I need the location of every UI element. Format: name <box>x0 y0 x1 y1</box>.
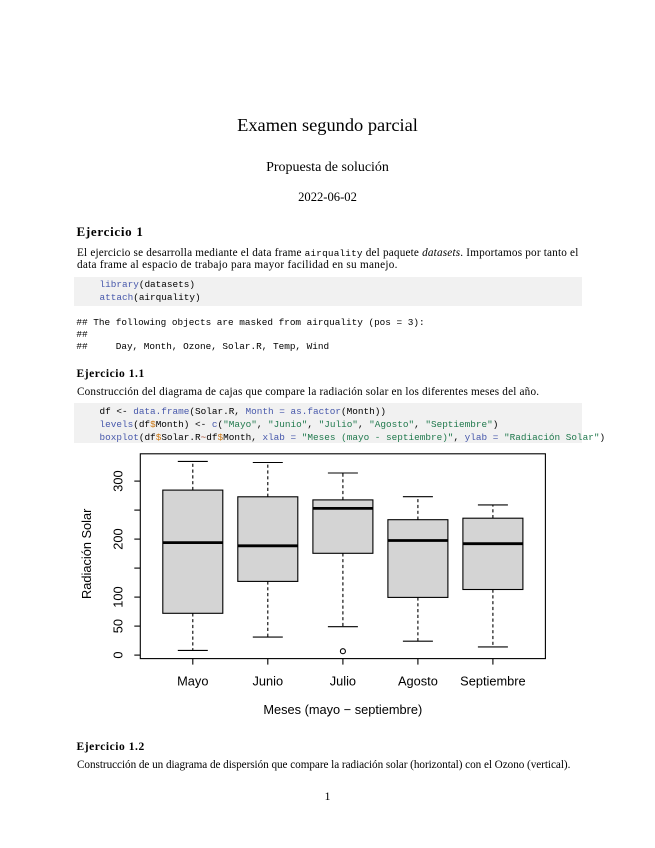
svg-text:Mayo: Mayo <box>177 673 208 688</box>
svg-text:Julio: Julio <box>330 673 356 688</box>
svg-text:Junio: Junio <box>253 673 284 688</box>
svg-text:Radiación Solar: Radiación Solar <box>79 508 94 599</box>
svg-text:Septiembre: Septiembre <box>460 673 525 688</box>
svg-text:Agosto: Agosto <box>398 673 438 688</box>
svg-text:300: 300 <box>111 470 126 491</box>
svg-text:0: 0 <box>111 652 126 659</box>
svg-text:Meses (mayo − septiembre): Meses (mayo − septiembre) <box>263 702 422 717</box>
svg-text:100: 100 <box>111 586 126 607</box>
svg-text:200: 200 <box>111 528 126 549</box>
svg-text:50: 50 <box>111 619 126 633</box>
